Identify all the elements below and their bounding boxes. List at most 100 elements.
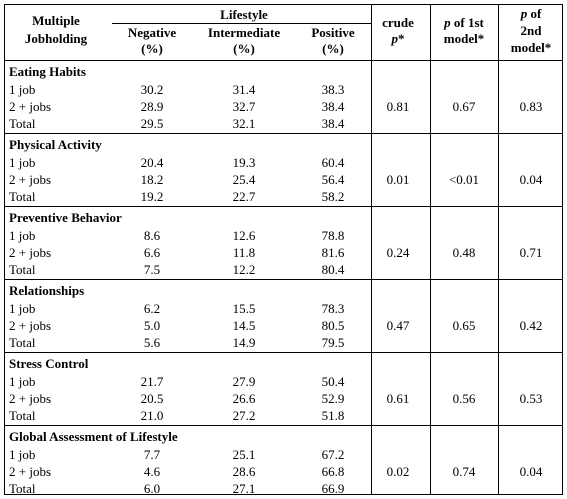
cell-positive: 50.4 — [321, 374, 345, 389]
cell-crude-p: 0.47 — [386, 318, 410, 333]
cell-p-model1: 0.67 — [452, 99, 476, 114]
cell-positive: 38.3 — [321, 82, 345, 97]
cell-positive: 78.8 — [321, 228, 345, 243]
cell-intermediate: 32.7 — [232, 99, 256, 114]
section-title: Global Assessment of Lifestyle — [9, 429, 178, 444]
section-title: Stress Control — [9, 356, 89, 371]
row-label: 2 + jobs — [9, 172, 52, 187]
row-label: Total — [9, 335, 36, 350]
cell-intermediate: 22.7 — [232, 189, 256, 204]
rule-left — [4, 4, 5, 495]
cell-positive: 80.4 — [321, 262, 345, 277]
cell-intermediate: 31.4 — [232, 82, 256, 97]
cell-intermediate: 26.6 — [232, 391, 256, 406]
row-label: 2 + jobs — [9, 99, 52, 114]
cell-negative: 8.6 — [143, 228, 161, 243]
cell-intermediate: 27.1 — [232, 481, 256, 496]
cell-positive: 81.6 — [321, 245, 345, 260]
cell-positive: 66.8 — [321, 464, 345, 479]
cell-negative: 18.2 — [140, 172, 164, 187]
cell-crude-p: 0.24 — [386, 245, 410, 260]
header-p2-line1: p of — [520, 6, 542, 21]
cell-intermediate: 11.8 — [232, 245, 256, 260]
cell-negative: 20.5 — [140, 391, 164, 406]
section-title: Eating Habits — [9, 64, 86, 79]
cell-intermediate: 19.3 — [232, 155, 256, 170]
cell-negative: 29.5 — [140, 116, 164, 131]
cell-positive: 80.5 — [321, 318, 345, 333]
cell-negative: 6.0 — [143, 481, 161, 496]
rule-p1-right — [498, 4, 499, 495]
row-label: Total — [9, 408, 36, 423]
cell-intermediate: 27.2 — [232, 408, 256, 423]
cell-negative: 19.2 — [140, 189, 164, 204]
row-label: 2 + jobs — [9, 318, 52, 333]
cell-positive: 56.4 — [321, 172, 345, 187]
cell-negative: 6.6 — [143, 245, 161, 260]
row-label: Total — [9, 262, 36, 277]
cell-positive: 78.3 — [321, 301, 345, 316]
row-label: 1 job — [9, 228, 36, 243]
row-label: 1 job — [9, 447, 36, 462]
header-positive-line2: (%) — [322, 41, 344, 56]
header-p1-line2: model* — [443, 31, 485, 46]
cell-crude-p: 0.02 — [386, 464, 410, 479]
rule-section-4 — [4, 352, 563, 353]
rule-section-5 — [4, 425, 563, 426]
header-negative-line2: (%) — [141, 41, 163, 56]
cell-p-model2: 0.71 — [519, 245, 543, 260]
rule-right — [562, 4, 563, 495]
header-group-line2: Jobholding — [24, 31, 88, 46]
cell-negative: 7.7 — [143, 447, 161, 462]
row-label: Total — [9, 189, 36, 204]
rule-crude-right — [430, 4, 431, 495]
cell-p-model2: 0.04 — [519, 464, 543, 479]
cell-positive: 38.4 — [321, 99, 345, 114]
cell-p-model1: 0.56 — [452, 391, 476, 406]
cell-intermediate: 14.5 — [232, 318, 256, 333]
header-intermediate-line1: Intermediate — [207, 25, 281, 40]
cell-p-model1: 0.65 — [452, 318, 476, 333]
header-p2-line3: model* — [510, 40, 552, 55]
row-label: 1 job — [9, 155, 36, 170]
cell-crude-p: 0.81 — [386, 99, 410, 114]
cell-p-model2: 0.53 — [519, 391, 543, 406]
section-title: Physical Activity — [9, 137, 102, 152]
header-group-line1: Multiple — [32, 13, 80, 28]
section-title: Preventive Behavior — [9, 210, 122, 225]
cell-positive: 58.2 — [321, 189, 345, 204]
cell-intermediate: 32.1 — [232, 116, 256, 131]
cell-crude-p: 0.01 — [386, 172, 410, 187]
cell-p-model2: 0.42 — [519, 318, 543, 333]
rule-section-2 — [4, 206, 563, 207]
row-label: Total — [9, 481, 36, 496]
cell-negative: 20.4 — [140, 155, 164, 170]
cell-positive: 52.9 — [321, 391, 345, 406]
header-intermediate-line2: (%) — [233, 41, 255, 56]
cell-intermediate: 27.9 — [232, 374, 256, 389]
cell-intermediate: 14.9 — [232, 335, 256, 350]
cell-negative: 7.5 — [143, 262, 161, 277]
rule-header-bottom — [4, 60, 563, 61]
cell-negative: 4.6 — [143, 464, 161, 479]
cell-p-model1: <0.01 — [448, 172, 480, 187]
cell-negative: 21.0 — [140, 408, 164, 423]
cell-intermediate: 28.6 — [232, 464, 256, 479]
cell-positive: 51.8 — [321, 408, 345, 423]
cell-negative: 5.0 — [143, 318, 161, 333]
cell-positive: 67.2 — [321, 447, 345, 462]
header-negative-line1: Negative — [127, 25, 177, 40]
cell-p-model2: 0.04 — [519, 172, 543, 187]
cell-positive: 79.5 — [321, 335, 345, 350]
rule-section-3 — [4, 279, 563, 280]
rule-section-1 — [4, 133, 563, 134]
cell-negative: 6.2 — [143, 301, 161, 316]
cell-positive: 66.9 — [321, 481, 345, 496]
header-p2-line2: 2nd — [520, 23, 542, 38]
section-title: Relationships — [9, 283, 85, 298]
cell-p-model2: 0.83 — [519, 99, 543, 114]
cell-p-model1: 0.48 — [452, 245, 476, 260]
cell-intermediate: 25.4 — [232, 172, 256, 187]
cell-intermediate: 25.1 — [232, 447, 256, 462]
header-crude-line1: crude — [382, 15, 414, 30]
